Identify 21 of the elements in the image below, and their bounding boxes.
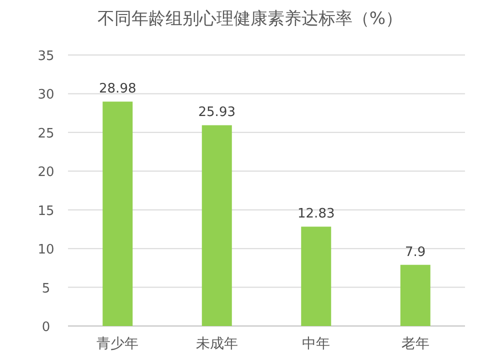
y-tick-label: 25 xyxy=(38,126,54,142)
bar xyxy=(102,102,133,326)
chart-title: 不同年龄组别心理健康素养达标率（%） xyxy=(97,9,403,29)
y-tick-label: 5 xyxy=(42,281,50,296)
x-tick-label: 老年 xyxy=(401,336,430,352)
y-tick-label: 35 xyxy=(38,49,54,64)
data-label: 25.93 xyxy=(198,105,236,120)
y-tick-label: 20 xyxy=(38,165,54,180)
data-label: 12.83 xyxy=(298,206,335,222)
x-tick-label: 中年 xyxy=(302,336,330,352)
bar xyxy=(301,226,332,326)
bar xyxy=(202,125,232,326)
y-tick-label: 10 xyxy=(38,242,54,258)
data-label: 28.98 xyxy=(99,82,136,97)
bar xyxy=(400,264,430,326)
y-tick-label: 0 xyxy=(42,320,50,335)
y-tick-label: 15 xyxy=(38,204,54,219)
y-tick-label: 30 xyxy=(38,88,54,103)
x-tick-label: 青少年 xyxy=(96,336,139,352)
data-label: 7.9 xyxy=(405,244,426,260)
x-tick-label: 未成年 xyxy=(196,336,238,352)
